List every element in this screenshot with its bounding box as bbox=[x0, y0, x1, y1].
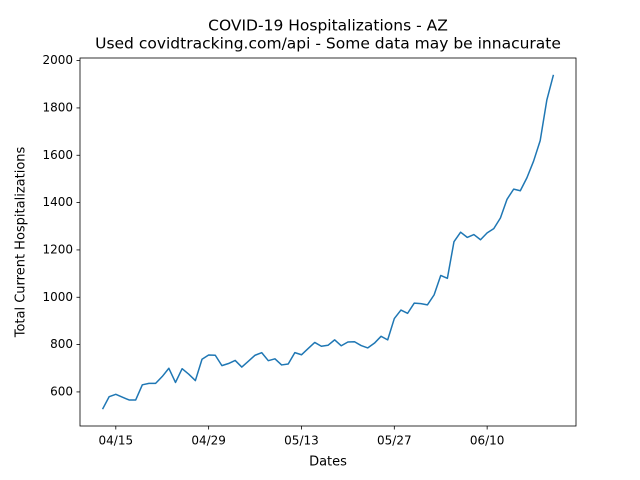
y-tick-label: 2000 bbox=[42, 53, 73, 67]
x-tick-label: 05/27 bbox=[377, 434, 412, 448]
x-tick-label: 04/29 bbox=[191, 434, 226, 448]
chart-subtitle: Used covidtracking.com/api - Some data m… bbox=[95, 35, 561, 53]
y-tick-label: 600 bbox=[50, 384, 73, 398]
y-tick-label: 1000 bbox=[42, 290, 73, 304]
y-tick-label: 1600 bbox=[42, 148, 73, 162]
x-tick-label: 05/13 bbox=[284, 434, 319, 448]
plot-frame bbox=[79, 57, 577, 427]
data-line bbox=[101, 74, 555, 410]
x-axis-label: Dates bbox=[309, 455, 347, 470]
y-tick-label: 1200 bbox=[42, 242, 73, 256]
x-tick-label: 04/15 bbox=[99, 434, 134, 448]
x-tick-label: 06/10 bbox=[470, 434, 505, 448]
y-tick-label: 1400 bbox=[42, 195, 73, 209]
y-tick-label: 800 bbox=[50, 337, 73, 351]
y-tick-label: 1800 bbox=[42, 100, 73, 114]
y-axis-label: Total Current Hospitalizations bbox=[14, 146, 29, 338]
chart-title: COVID-19 Hospitalizations - AZ bbox=[208, 17, 448, 35]
